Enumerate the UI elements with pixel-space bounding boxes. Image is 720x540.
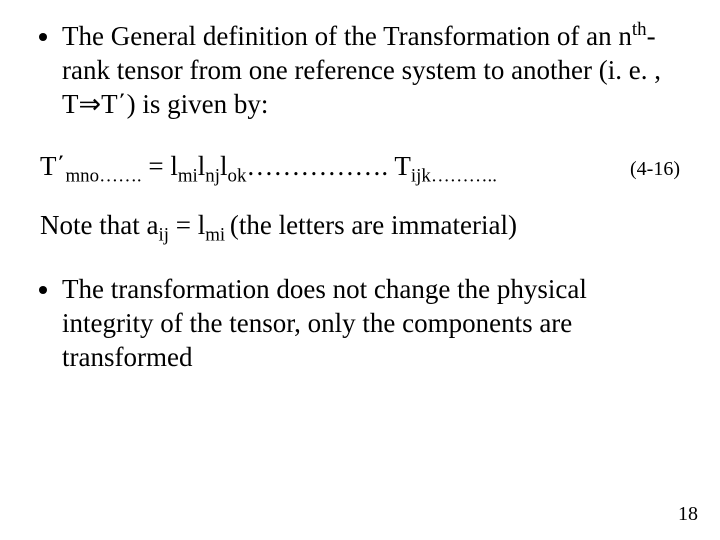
eq-l3-sub: ok [228, 166, 247, 187]
note-sub2: mi [205, 225, 230, 246]
equation-body: T΄mno……. = lmilnjlok……………. Tijk……….. [40, 151, 497, 182]
txt: T΄) is given by: [101, 89, 268, 119]
eq-l1-sub: mi [178, 166, 198, 187]
eq-rhs-sub: ijk……….. [411, 166, 497, 187]
equation-number: (4-16) [612, 158, 680, 181]
sup-th: th [632, 19, 647, 40]
slide: The General definition of the Transforma… [0, 0, 720, 540]
note-t1: Note that a [40, 210, 158, 240]
eq-l2-sub: nj [205, 166, 220, 187]
bullet-list-1: The General definition of the Transforma… [62, 20, 680, 121]
equation-row: T΄mno……. = lmilnjlok……………. Tijk……….. (4-… [40, 151, 680, 182]
txt: The General definition of the Transforma… [62, 21, 632, 51]
bullet-list-2: The transformation does not change the p… [62, 273, 680, 374]
eq-l1: l [170, 151, 178, 181]
note-sub1: ij [158, 225, 169, 246]
eq-l3: l [220, 151, 228, 181]
eq-rhs-T: T [394, 151, 411, 181]
page-number: 18 [678, 503, 698, 526]
eq-equals: = [142, 151, 171, 181]
eq-lhs-T: T΄ [40, 151, 65, 181]
eq-dots: ……………. [246, 151, 394, 181]
eq-lhs-sub: mno……. [65, 166, 141, 187]
note-t2: = l [169, 210, 205, 240]
note-line: Note that aij = lmi (the letters are imm… [40, 210, 680, 241]
note-t3: (the letters are immaterial) [230, 210, 517, 240]
bullet-definition: The General definition of the Transforma… [62, 20, 680, 121]
bullet-transformation-integrity: The transformation does not change the p… [62, 273, 680, 374]
arrow-icon: ⇒ [79, 89, 102, 119]
